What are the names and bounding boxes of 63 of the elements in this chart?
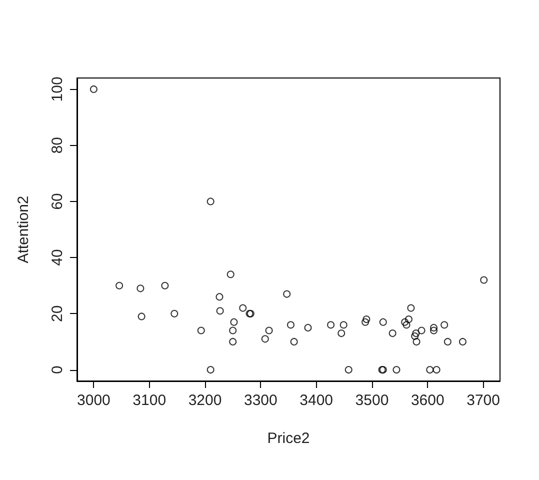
- x-tick-label: 3000: [77, 392, 110, 409]
- point: [412, 330, 420, 338]
- y-tick-label: 0: [49, 366, 66, 374]
- point: [338, 330, 346, 338]
- point: [430, 324, 438, 332]
- point: [430, 326, 438, 334]
- y-tick-label: 80: [49, 136, 66, 154]
- x-tick-label: 3400: [300, 392, 334, 409]
- point: [116, 282, 124, 290]
- y-tick-label: 40: [49, 249, 66, 266]
- x-tick-label: 3700: [466, 392, 500, 409]
- point: [206, 198, 214, 206]
- point: [90, 85, 98, 93]
- point: [304, 324, 312, 332]
- point: [412, 338, 420, 346]
- point: [418, 326, 426, 334]
- point: [388, 330, 396, 338]
- point: [480, 276, 488, 284]
- point: [327, 321, 335, 329]
- y-tick-label: 100: [49, 76, 66, 102]
- x-axis-title: Price2: [267, 430, 310, 447]
- point: [136, 284, 144, 292]
- x-tick-label: 3200: [188, 392, 222, 409]
- point: [206, 366, 214, 374]
- point: [283, 290, 291, 298]
- point: [261, 335, 269, 343]
- x-tick-label: 3300: [244, 392, 278, 409]
- point: [362, 316, 370, 324]
- point: [229, 338, 237, 346]
- point: [216, 307, 224, 315]
- point: [426, 366, 434, 374]
- point: [230, 318, 238, 326]
- point: [362, 318, 370, 326]
- point: [138, 312, 146, 320]
- y-tick-label: 20: [49, 305, 66, 322]
- y-axis-title: Attention2: [15, 196, 32, 264]
- point: [458, 338, 466, 346]
- point: [197, 326, 205, 334]
- point: [239, 304, 247, 312]
- x-tick-label: 3600: [410, 392, 444, 409]
- point: [392, 366, 400, 374]
- point: [170, 310, 178, 318]
- point: [161, 282, 169, 290]
- y-tick-label: 60: [49, 193, 66, 210]
- x-tick-label: 3100: [132, 392, 166, 409]
- point: [401, 318, 409, 326]
- point: [432, 366, 440, 374]
- point: [340, 321, 348, 329]
- point: [344, 366, 352, 374]
- point: [286, 321, 294, 329]
- point: [444, 338, 452, 346]
- point: [226, 270, 234, 278]
- point: [402, 321, 410, 329]
- point: [404, 316, 412, 324]
- point: [407, 304, 415, 312]
- x-tick-label: 3500: [355, 392, 389, 409]
- point: [265, 326, 273, 334]
- point: [229, 326, 237, 334]
- point: [440, 321, 448, 329]
- point: [216, 293, 224, 301]
- point: [411, 332, 419, 340]
- point: [379, 318, 387, 326]
- point: [290, 338, 298, 346]
